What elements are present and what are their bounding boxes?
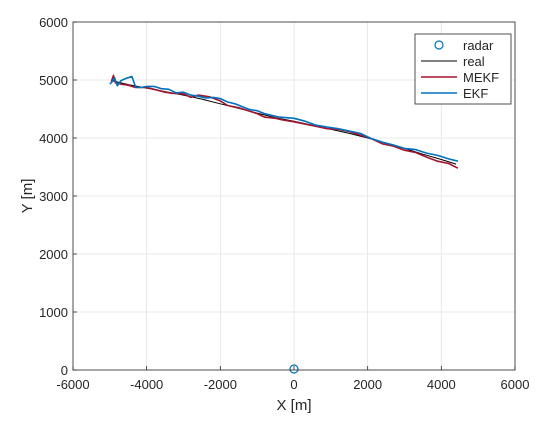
series-line-mekf — [110, 74, 459, 169]
y-tick-label-3: 3000 — [39, 189, 68, 204]
x-tick-label-2: -2000 — [204, 377, 237, 392]
x-axis-label: X [m] — [276, 397, 311, 414]
y-tick-label-1: 1000 — [39, 305, 68, 320]
series-group — [109, 74, 459, 374]
tick-labels: -6000 -4000 -2000 0 2000 4000 6000 0 1000 2000 300… — [39, 15, 529, 392]
legend-swatch-radar — [434, 40, 444, 50]
y-tick-label-4: 4000 — [39, 131, 68, 146]
legend-label-mekf: MEKF — [463, 70, 499, 85]
series-line-ekf — [109, 75, 459, 162]
x-tick-label-5: 4000 — [427, 377, 456, 392]
y-tick-label-2: 2000 — [39, 247, 68, 262]
y-tick-label-0: 0 — [61, 363, 68, 378]
legend-label-ekf: EKF — [463, 86, 488, 101]
y-tick-label-6: 6000 — [39, 15, 68, 30]
x-tick-label-1: -4000 — [130, 377, 163, 392]
legend-label-radar: radar — [463, 38, 494, 53]
legend-label-real: real — [463, 54, 485, 69]
x-tick-label-3: 0 — [290, 377, 297, 392]
x-tick-label-4: 2000 — [353, 377, 382, 392]
x-tick-label-6: 6000 — [501, 377, 530, 392]
y-axis-label: Y [m] — [19, 179, 36, 214]
radar-marker — [289, 364, 299, 374]
y-tick-label-5: 5000 — [39, 73, 68, 88]
x-tick-label-0: -6000 — [56, 377, 89, 392]
